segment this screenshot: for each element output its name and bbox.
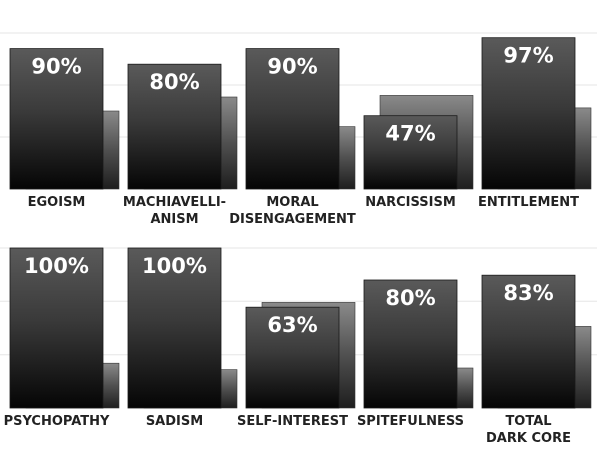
category-label-9: SPITEFULNESS [357, 414, 464, 429]
score-bar-10 [481, 274, 576, 409]
category-label-2-line1: MACHIAVELLI- [123, 195, 226, 210]
value-label-7: 100% [142, 254, 207, 278]
score-bar-5 [481, 37, 576, 190]
value-label-3: 90% [267, 55, 317, 79]
value-label-8: 63% [267, 313, 317, 337]
value-label-10: 83% [503, 281, 553, 305]
category-label-6: PSYCHOPATHY [4, 414, 110, 429]
value-label-5: 97% [503, 44, 553, 68]
category-label-7: SADISM [146, 414, 203, 429]
score-bar-2 [127, 63, 222, 190]
category-label-4: NARCISSISM [365, 195, 456, 210]
bars [9, 37, 592, 409]
category-label-8: SELF-INTEREST [237, 414, 348, 429]
score-bar-9 [363, 279, 458, 409]
score-bar-4 [363, 115, 458, 190]
labels: 90% EGOISM 80% MACHIAVELLI- ANISM 90% MORAL DIS… [4, 44, 580, 446]
category-label-3-line1: MORAL [266, 195, 318, 210]
category-label-1: EGOISM [28, 195, 86, 210]
category-label-10-line1: TOTAL [505, 414, 551, 429]
value-label-1: 90% [31, 55, 81, 79]
category-label-2-line2: ANISM [150, 212, 198, 227]
value-label-4: 47% [385, 122, 435, 146]
category-label-3-line2: DISENGAGEMENT [229, 212, 356, 227]
score-bar-1 [9, 48, 104, 190]
score-bar-6 [9, 247, 104, 409]
value-label-2: 80% [149, 70, 199, 94]
category-label-5: ENTITLEMENT [478, 195, 579, 210]
category-label-10-line2: DARK CORE [486, 431, 571, 446]
value-label-6: 100% [24, 254, 89, 278]
score-bar-7 [127, 247, 222, 409]
score-bar-3 [245, 48, 340, 190]
score-bar-8 [245, 306, 340, 409]
value-label-9: 80% [385, 286, 435, 310]
